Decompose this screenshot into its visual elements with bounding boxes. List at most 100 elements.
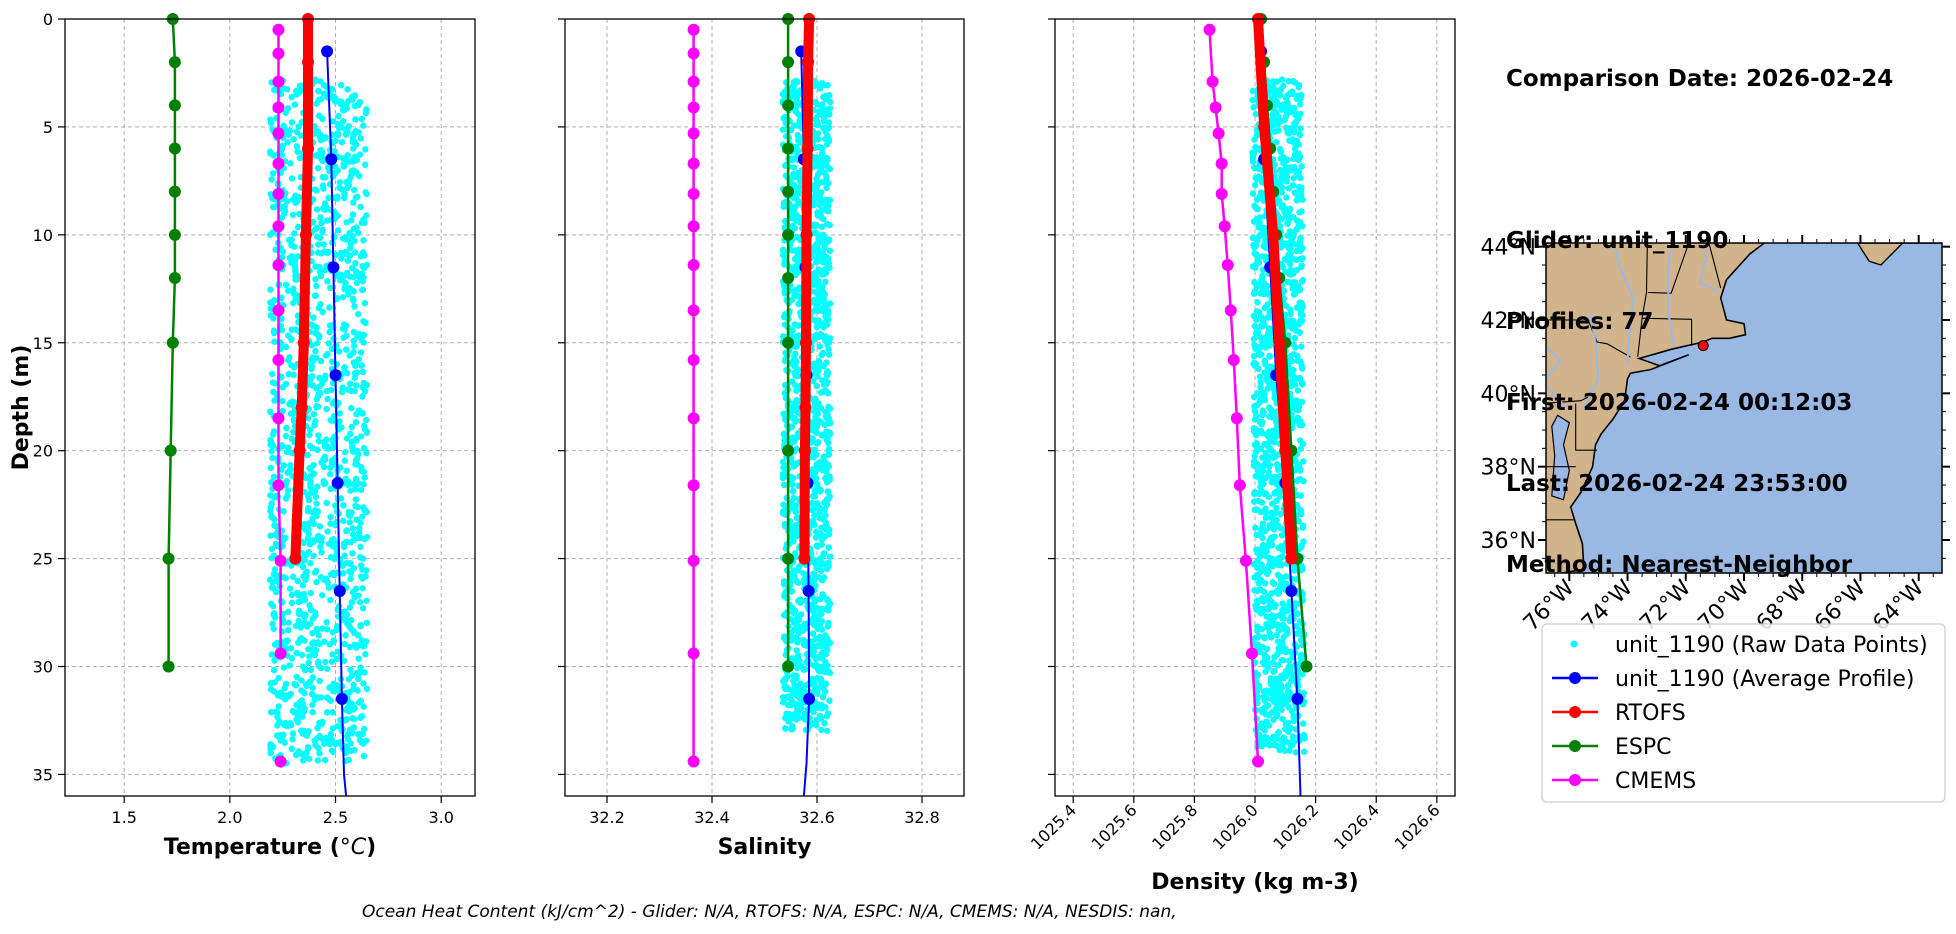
raw-data-point [270,327,278,334]
raw-data-point [1285,682,1292,689]
raw-data-point [288,599,296,607]
raw-data-point [347,617,355,624]
raw-data-point [1277,148,1285,155]
raw-data-point [345,291,352,298]
x-tick-label: 32.2 [589,808,625,827]
raw-data-point [345,508,353,516]
raw-data-point [1263,720,1270,727]
raw-data-point [351,303,358,310]
data-point [1267,228,1280,241]
raw-data-point [363,597,370,604]
raw-data-point [344,86,351,93]
raw-data-point [1258,322,1265,329]
raw-data-point [343,158,351,166]
raw-data-point [317,543,324,551]
raw-data-point [327,416,334,424]
raw-data-point [313,340,321,347]
raw-data-point [1249,234,1257,242]
raw-data-point [1270,733,1277,741]
raw-data-point [286,585,294,592]
raw-data-point [1286,258,1293,266]
raw-data-point [819,283,826,290]
raw-data-point [1254,627,1261,634]
raw-data-point [317,664,325,672]
data-point [331,477,344,490]
raw-data-point [1285,77,1292,85]
raw-data-point [306,678,314,686]
first-time: First: 2026-02-24 00:12:03 [1506,390,1853,416]
data-point [800,228,813,241]
raw-data-point [311,737,318,744]
raw-data-point [332,502,339,509]
raw-data-point [815,574,822,581]
raw-data-point [360,468,368,476]
panel-3: 1025.4 1025.6 1025.8 1026.0 1026.2 1026.4 1026… [1027,13,1456,895]
raw-data-point [322,203,330,210]
raw-data-point [1300,477,1307,485]
raw-data-point [793,254,800,261]
raw-data-point [824,310,832,318]
raw-data-point [269,578,276,586]
raw-data-point [297,132,305,139]
raw-data-point [346,519,353,526]
raw-data-point [331,555,338,563]
raw-data-point [1277,511,1284,518]
raw-data-point [794,78,801,85]
raw-data-point [1261,633,1268,641]
raw-data-point [313,578,320,586]
raw-data-point [290,285,297,292]
raw-data-point [316,719,323,727]
data-point [782,660,795,673]
raw-data-point [278,151,286,159]
raw-data-point [1274,466,1282,473]
raw-data-point [1295,84,1303,91]
raw-data-point [816,110,824,118]
raw-data-point [1279,715,1286,723]
raw-data-point [341,552,348,559]
raw-data-point [306,465,313,472]
raw-data-point [278,146,286,153]
raw-data-point [270,625,277,632]
data-point [1273,336,1286,349]
data-point [272,101,285,114]
raw-data-point [309,445,316,452]
x-tick-label: 1026.0 [1209,800,1262,853]
data-point [297,336,310,349]
raw-data-point [825,451,832,458]
raw-data-point [316,268,324,275]
raw-data-point [812,395,819,403]
raw-data-point [1278,203,1285,211]
data-point [782,185,795,198]
raw-data-point [357,598,364,606]
raw-data-point [352,486,359,493]
last-time: Last: 2026-02-24 23:53:00 [1506,471,1848,497]
raw-data-point [1281,623,1288,631]
raw-data-point [349,715,356,722]
raw-data-point [314,241,322,248]
axes-frame [64,18,476,797]
raw-data-point [813,382,820,390]
raw-data-point [1290,714,1298,721]
y-tick-label: 35 [33,765,53,784]
raw-data-point [1274,662,1282,669]
raw-data-point [283,86,291,93]
raw-data-point [359,286,367,293]
raw-data-point [816,509,823,516]
raw-data-point [303,572,310,580]
series-line [290,19,313,559]
raw-data-point [796,596,804,603]
raw-data-point [318,219,325,227]
raw-data-point [1262,703,1270,711]
legend-label: CMEMS [1615,769,1696,794]
method: Method: Nearest-Neighbor [1506,552,1853,578]
raw-data-point [312,263,319,270]
raw-data-point [1279,657,1287,664]
raw-data-point [826,300,834,307]
raw-data-point [291,101,299,108]
raw-data-point [360,703,367,710]
raw-data-point [825,562,832,570]
raw-data-point [1266,554,1273,562]
raw-data-point [334,227,342,234]
raw-data-point [824,623,832,630]
raw-data-point [354,193,361,200]
